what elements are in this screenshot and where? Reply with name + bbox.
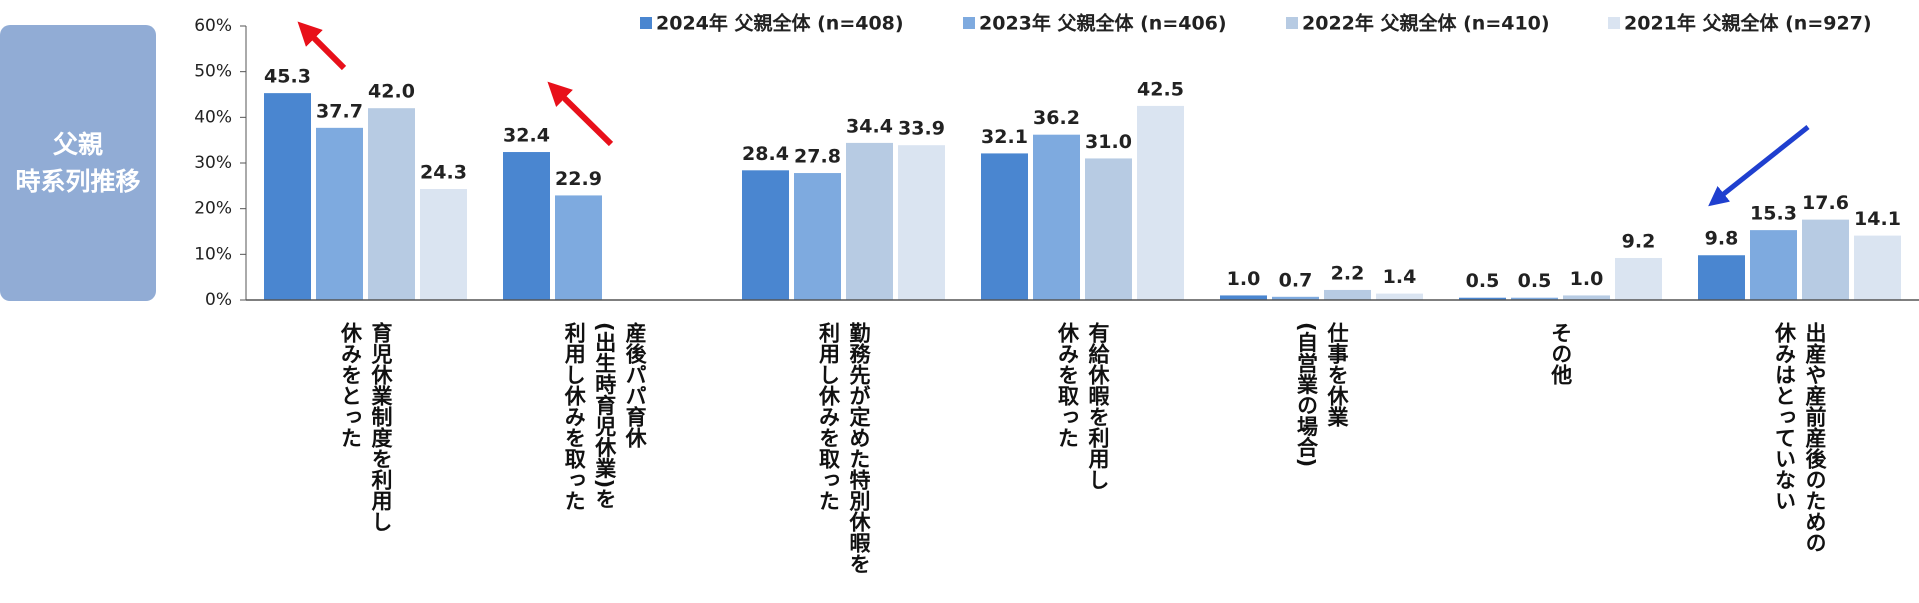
x-tick-label: 育児休業制度を利用し 休みをとった (338, 322, 393, 532)
value-label: 9.2 (1622, 230, 1656, 252)
value-label: 24.3 (420, 162, 467, 184)
value-label: 0.7 (1279, 269, 1313, 291)
bar (1511, 297, 1558, 300)
value-label: 34.4 (846, 115, 893, 137)
arrow (1708, 125, 1810, 207)
bar (1324, 289, 1371, 300)
bar (264, 93, 311, 300)
bar (316, 127, 363, 300)
value-label: 28.4 (742, 143, 789, 165)
y-tick-label: 40% (194, 107, 232, 127)
value-label: 45.3 (264, 66, 311, 88)
value-label: 33.9 (898, 118, 945, 140)
legend-swatch (640, 17, 652, 29)
bar (1802, 219, 1849, 300)
value-label: 27.8 (794, 146, 841, 168)
legend-swatch (1608, 17, 1620, 29)
value-label: 36.2 (1033, 107, 1080, 129)
bar (898, 145, 945, 300)
bar (1563, 295, 1610, 300)
value-label: 22.9 (555, 168, 602, 190)
x-tick-label: 出産や産前産後のための 休みはとっていない (1772, 322, 1827, 553)
arrow (547, 81, 614, 147)
y-tick-label: 30% (194, 153, 232, 173)
bar (1376, 293, 1423, 300)
value-label: 32.4 (503, 125, 550, 147)
value-label: 1.4 (1383, 266, 1417, 288)
x-tick-label: 産後パパ育休 (出生時育児休業)を 利用し休みを取った (562, 322, 648, 511)
value-label: 2.2 (1331, 262, 1365, 284)
y-tick-label: 0% (205, 290, 232, 310)
bar (1033, 134, 1080, 300)
bar (1615, 257, 1662, 300)
bar (503, 152, 550, 300)
legend-label: 2022年 父親全体 (n=410) (1302, 12, 1550, 35)
value-label: 32.1 (981, 126, 1028, 148)
bar (1854, 235, 1901, 300)
bar (420, 189, 467, 300)
legend-label: 2023年 父親全体 (n=406) (979, 12, 1227, 35)
x-tick-label: 仕事を休業 (自営業の場合) (1294, 322, 1349, 468)
y-tick-label: 50% (194, 62, 232, 82)
x-tick-label: 勤務先が定めた特別休暇を 利用し休みを取った (816, 322, 871, 574)
bar (846, 142, 893, 300)
bar (1750, 230, 1797, 300)
side-label: 父親 時系列推移 (0, 25, 156, 301)
value-label: 14.1 (1854, 208, 1901, 230)
bar (794, 173, 841, 300)
x-tick-label: 有給休暇を利用し 休みを取った (1055, 322, 1110, 490)
value-label: 0.5 (1518, 270, 1552, 292)
value-label: 0.5 (1466, 270, 1500, 292)
bar (1085, 158, 1132, 300)
y-tick-label: 60% (194, 16, 232, 36)
value-label: 1.0 (1227, 268, 1261, 290)
legend-swatch (963, 17, 975, 29)
bar (1459, 297, 1506, 300)
value-label: 9.8 (1705, 228, 1739, 250)
value-label: 1.0 (1570, 268, 1604, 290)
legend-swatch (1286, 17, 1298, 29)
y-tick-label: 20% (194, 199, 232, 219)
value-label: 15.3 (1750, 203, 1797, 225)
bar (1272, 296, 1319, 300)
bar (1220, 295, 1267, 300)
bar (1137, 105, 1184, 301)
bar (981, 153, 1028, 300)
legend-label: 2021年 父親全体 (n=927) (1624, 12, 1872, 35)
value-label: 42.0 (368, 81, 415, 103)
bar (555, 195, 602, 300)
value-label: 31.0 (1085, 131, 1132, 153)
arrow (297, 21, 347, 71)
bar (742, 170, 789, 300)
bar (1698, 255, 1745, 300)
y-tick-label: 10% (194, 244, 232, 264)
value-label: 37.7 (316, 100, 363, 122)
value-label: 17.6 (1802, 192, 1849, 214)
bar (368, 108, 415, 300)
x-tick-label: その他 (1548, 322, 1573, 385)
legend-label: 2024年 父親全体 (n=408) (656, 12, 904, 35)
value-label: 42.5 (1137, 78, 1184, 100)
